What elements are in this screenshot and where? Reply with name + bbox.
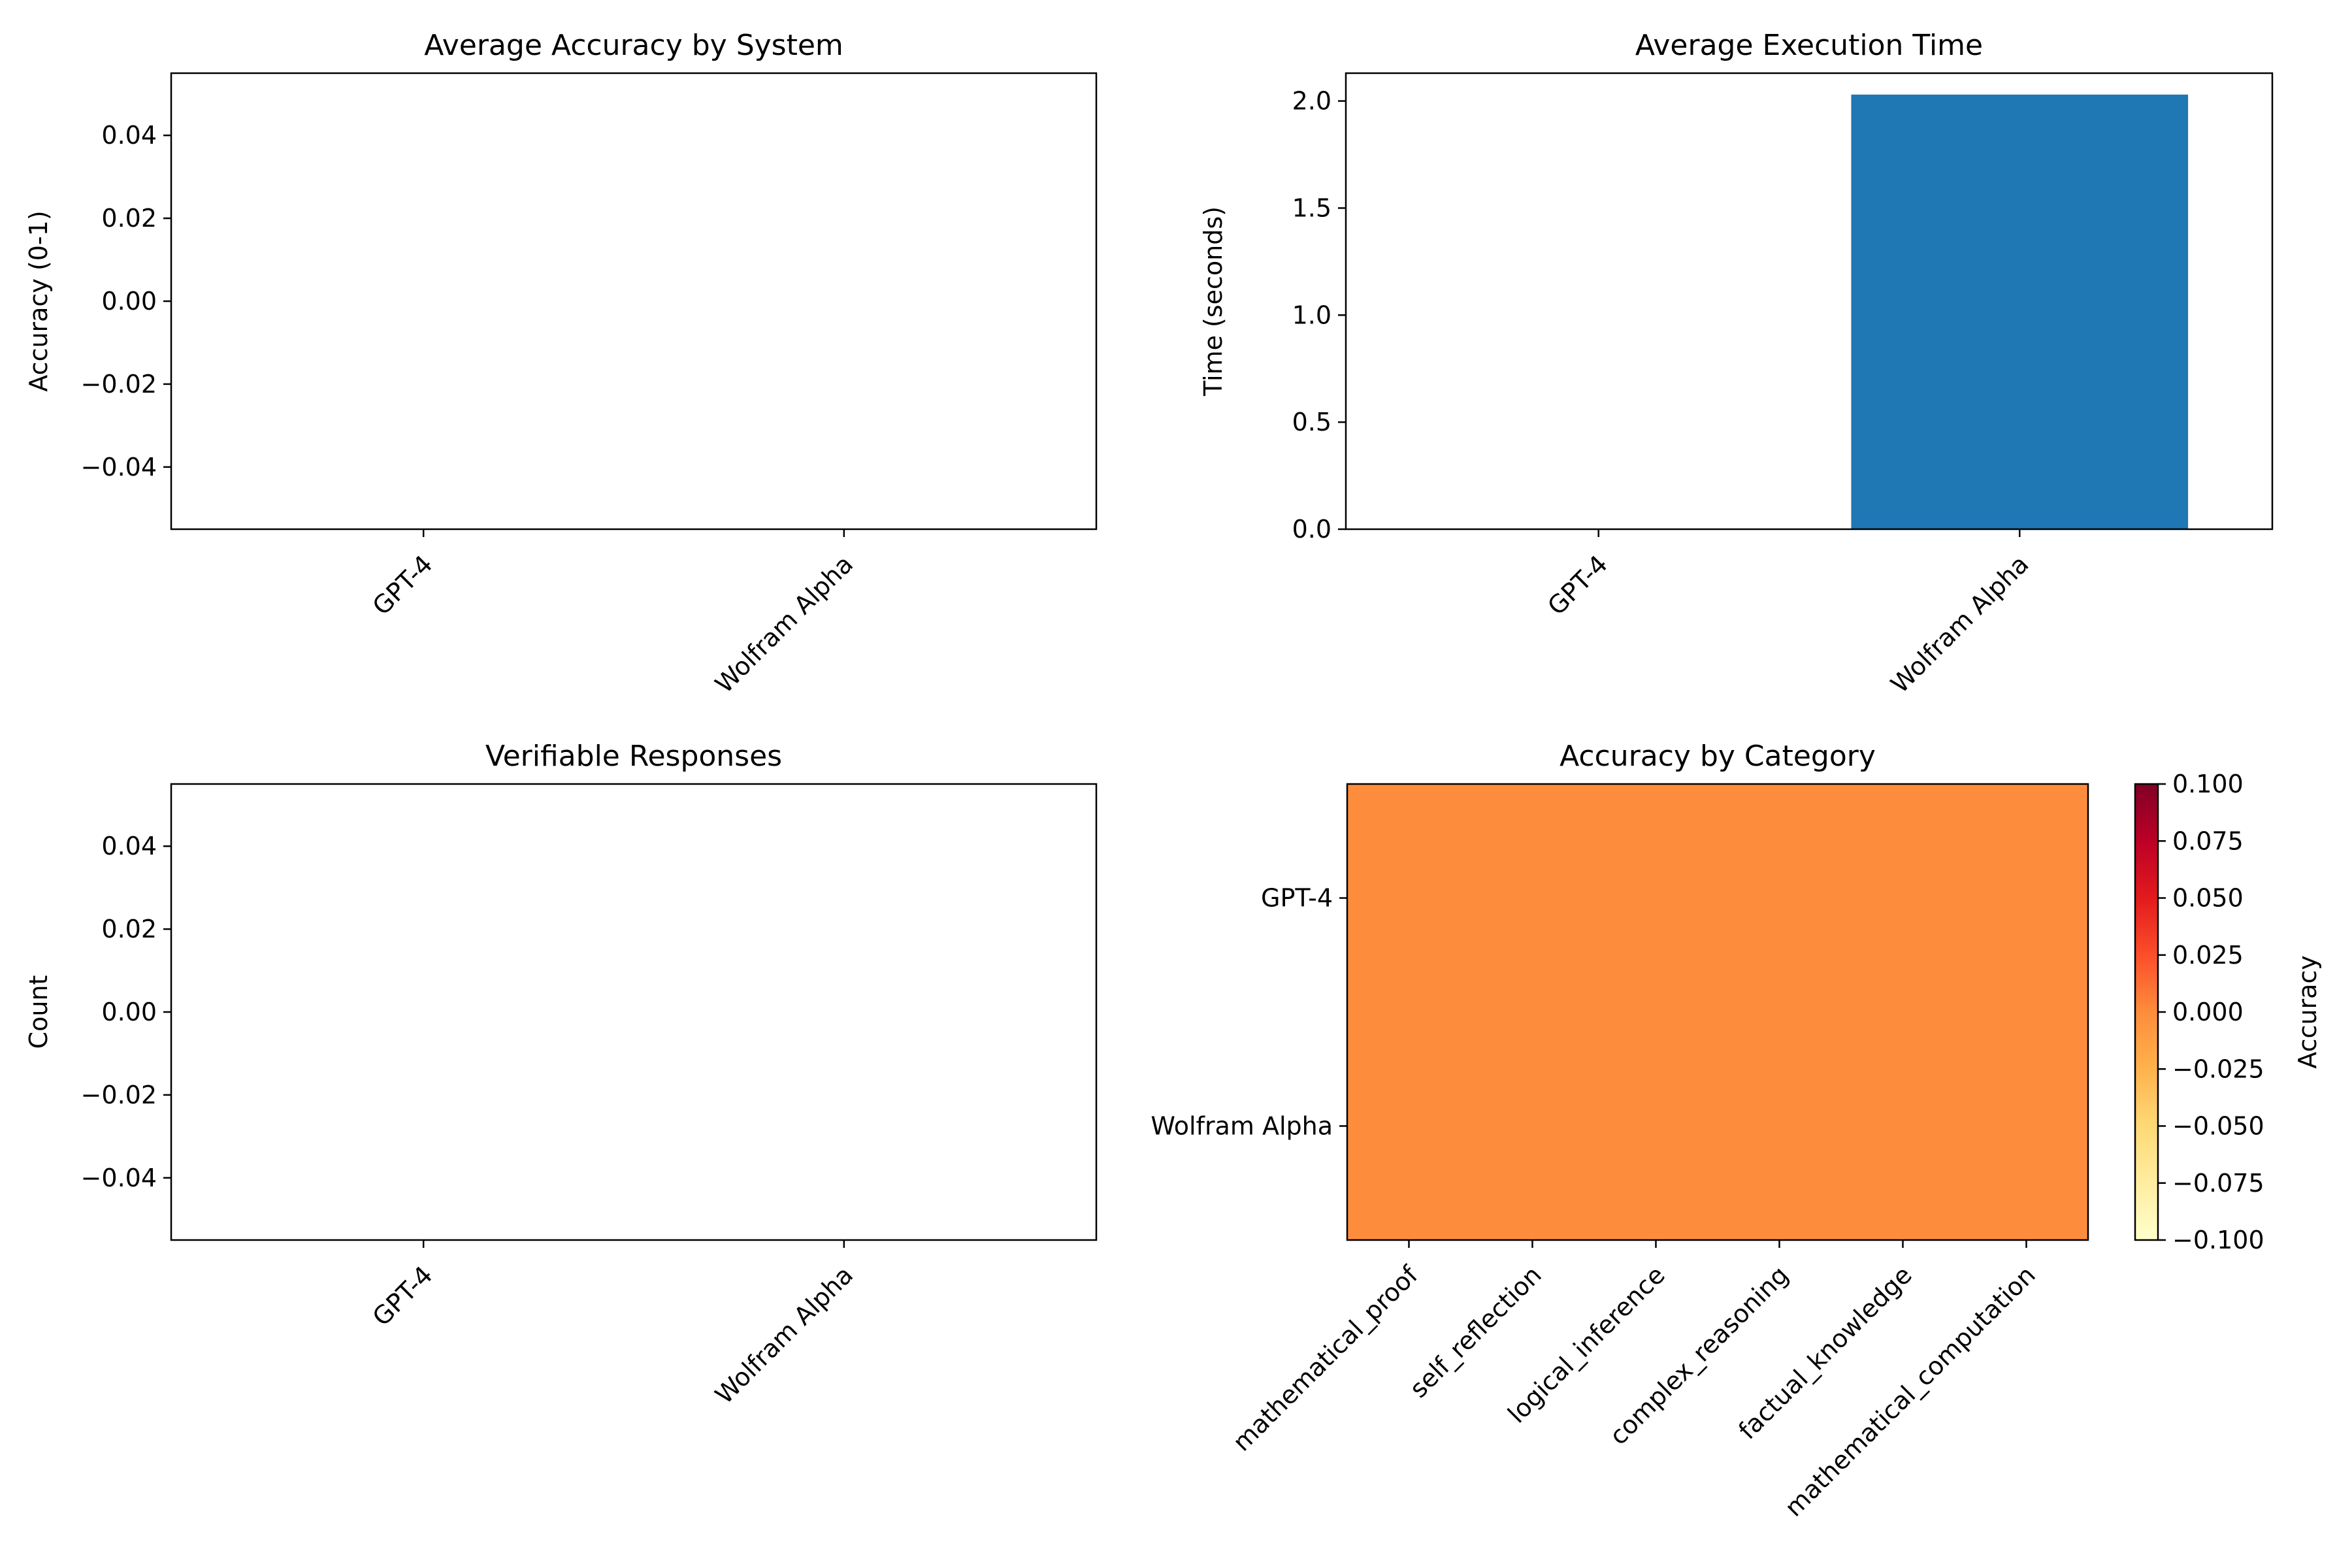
colorbar-tick-label: 0.100 <box>2172 770 2244 798</box>
y-tick-label: −0.04 <box>81 1164 157 1192</box>
colorbar-tick-label: −0.025 <box>2172 1054 2264 1083</box>
plot-frame <box>1346 783 2089 1241</box>
y-axis-label: Count <box>24 975 53 1049</box>
y-tick-label: 1.5 <box>1292 193 1331 222</box>
y-tick-label: 2.0 <box>1292 87 1331 116</box>
y-tick-label: Wolfram Alpha <box>1151 1112 1333 1141</box>
bar-chart-panel-2: −0.04 −0.02 0.00 0.02 0.04 GPT-4 Wolfram Alpha… <box>24 740 1098 1409</box>
bar-chart-panel-0: −0.04 −0.02 0.00 0.02 0.04 GPT-4 Wolfram Alpha… <box>24 29 1098 698</box>
heatmap-cell <box>1471 1012 1595 1241</box>
colorbar-tick-label: 0.050 <box>2172 884 2244 913</box>
x-tick-label: mathematical_proof <box>1227 1260 1424 1457</box>
heatmap-cell <box>1347 1012 1471 1241</box>
x-tick-label: Wolfram Alpha <box>1886 549 2034 698</box>
heatmap-cell <box>1718 784 1842 1013</box>
y-tick-label: 0.00 <box>101 287 157 316</box>
heatmap-cell <box>1965 1012 2089 1241</box>
x-tick-label: GPT-4 <box>1542 549 1613 621</box>
heatmap-panel: GPT-4 Wolfram Alpha mathematical_proofself… <box>1151 740 2322 1522</box>
colorbar-tick-label: −0.100 <box>2172 1226 2264 1254</box>
colorbar-label: Accuracy <box>2293 955 2322 1069</box>
heatmap-cell <box>1347 784 1471 1013</box>
plot-frame <box>1345 72 2274 531</box>
x-tick-label: self_reflection <box>1404 1260 1547 1403</box>
bar-chart-panel-1: 0.0 0.5 1.0 1.5 2.0 GPT-4 Wolfram Alpha Average… <box>1199 29 2274 698</box>
x-tick-label: Wolfram Alpha <box>710 549 858 698</box>
heatmap-cell <box>1965 784 2089 1013</box>
colorbar-tick-label: 0.000 <box>2172 998 2244 1026</box>
colorbar <box>2134 783 2159 1241</box>
y-tick-label: 1.0 <box>1292 301 1331 329</box>
chart-title: Accuracy by Category <box>1560 740 1876 773</box>
plot-frame <box>170 783 1098 1241</box>
colorbar-tick-label: 0.025 <box>2172 941 2244 970</box>
heatmap-cell <box>1841 1012 1965 1241</box>
colorbar-tick-label: 0.075 <box>2172 826 2244 855</box>
bar-1 <box>1851 94 2189 529</box>
y-tick-label: 0.0 <box>1292 515 1331 544</box>
y-tick-label: −0.02 <box>81 370 157 399</box>
y-tick-label: GPT-4 <box>1261 884 1333 913</box>
plot-frame <box>170 72 1098 531</box>
x-tick-label: mathematical_computation <box>1779 1260 2041 1522</box>
heatmap-cell <box>1471 784 1595 1013</box>
y-tick-label: 0.02 <box>101 204 157 233</box>
y-tick-label: −0.02 <box>81 1081 157 1109</box>
heatmap-cell <box>1594 1012 1718 1241</box>
heatmap-cell <box>1594 784 1718 1013</box>
y-tick-label: 0.04 <box>101 832 157 860</box>
x-tick-label: Wolfram Alpha <box>710 1260 858 1409</box>
y-tick-label: 0.04 <box>101 121 157 150</box>
y-tick-label: 0.00 <box>101 998 157 1026</box>
colorbar-tick-label: −0.075 <box>2172 1169 2264 1198</box>
y-tick-label: 0.5 <box>1292 408 1331 436</box>
x-tick-label: GPT-4 <box>367 1260 438 1331</box>
colorbar-tick-label: −0.050 <box>2172 1112 2264 1141</box>
y-tick-label: 0.02 <box>101 915 157 943</box>
chart-title: Average Execution Time <box>1635 29 1983 62</box>
heatmap-cell <box>1841 784 1965 1013</box>
y-axis-label: Time (seconds) <box>1199 206 1228 397</box>
chart-title: Verifiable Responses <box>485 740 782 773</box>
chart-title: Average Accuracy by System <box>424 29 843 62</box>
y-tick-label: −0.04 <box>81 453 157 482</box>
y-axis-label: Accuracy (0-1) <box>24 210 53 391</box>
x-tick-label: GPT-4 <box>367 549 438 621</box>
heatmap-cell <box>1718 1012 1842 1241</box>
